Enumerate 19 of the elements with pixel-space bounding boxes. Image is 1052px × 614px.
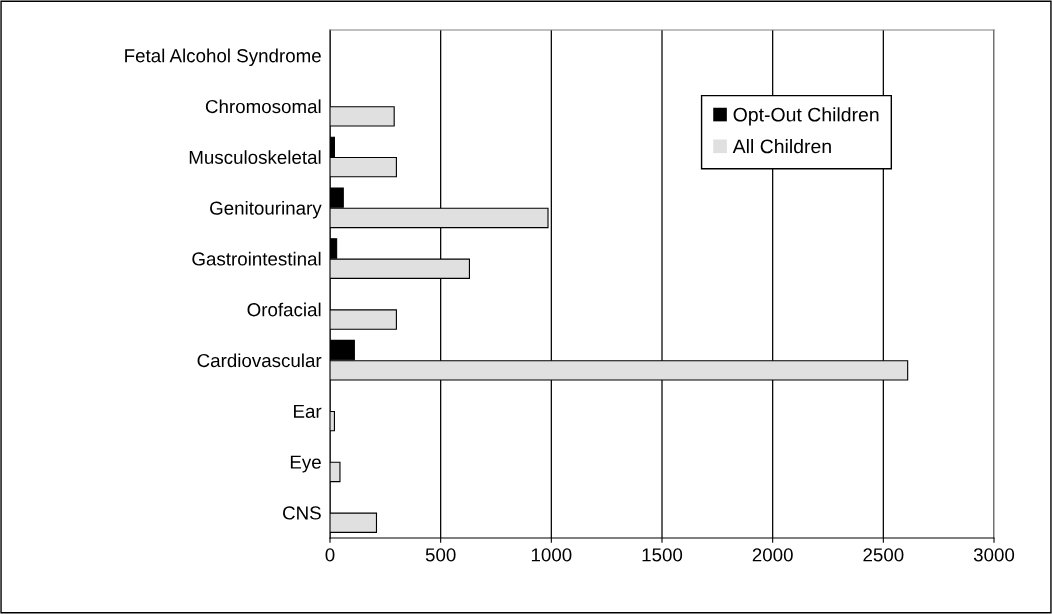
x-tick-label: 500 bbox=[425, 548, 456, 562]
y-tick-label: Orofacial bbox=[247, 302, 321, 317]
x-tick-label: 2500 bbox=[863, 548, 904, 562]
y-tick-label: Eye bbox=[290, 455, 321, 473]
x-tick-label: 0 bbox=[325, 548, 335, 562]
x-tick-label: 2000 bbox=[752, 548, 793, 562]
legend-label: All Children bbox=[732, 139, 831, 154]
x-tick-label: 1000 bbox=[531, 548, 572, 562]
x-tick-label: 3000 bbox=[973, 548, 1015, 562]
y-tick-label: Ear bbox=[294, 404, 322, 418]
x-tick-label: 1500 bbox=[642, 548, 683, 562]
y-tick-label: Gastrointestinal bbox=[192, 251, 321, 266]
y-tick-label: Fetal Alcohol Syndrome bbox=[125, 48, 321, 67]
y-tick-label: Musculoskeletal bbox=[189, 150, 321, 164]
legend-label: Opt-Out Children bbox=[733, 107, 879, 126]
y-tick-label: CNS bbox=[283, 506, 321, 520]
y-tick-label: Genitourinary bbox=[210, 201, 322, 219]
y-tick-label: Cardiovascular bbox=[197, 353, 322, 368]
y-tick-label: Chromosomal bbox=[205, 99, 321, 114]
